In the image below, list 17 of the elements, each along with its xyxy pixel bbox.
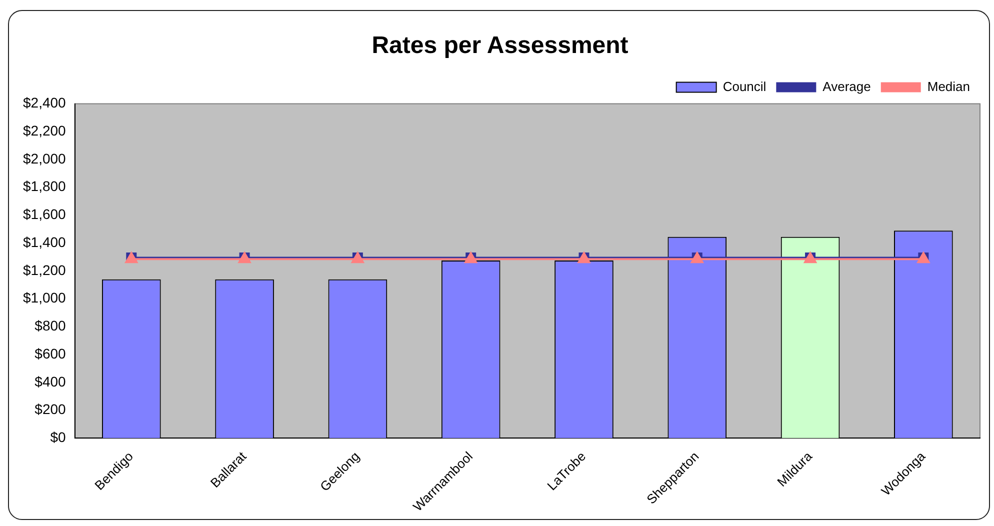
legend-label: Council <box>722 78 766 94</box>
y-tick-label: $600 <box>34 345 66 362</box>
legend-label: Average <box>822 78 871 94</box>
y-tick-label: $1,000 <box>22 290 66 306</box>
y-tick-label: $1,800 <box>22 178 66 194</box>
y-tick-label: $2,400 <box>22 94 66 111</box>
y-tick-label: $400 <box>34 373 66 390</box>
y-tick-label: $200 <box>34 401 66 418</box>
legend-label: Median <box>927 78 970 94</box>
y-tick-label: $2,000 <box>22 150 66 166</box>
chart-title: Rates per Assessment <box>372 32 628 60</box>
y-tick-label: $1,600 <box>22 206 66 222</box>
y-tick-label: $800 <box>34 318 66 334</box>
y-tick-label: $1,400 <box>22 234 66 250</box>
y-tick-label: $0 <box>50 428 66 445</box>
y-tick-label: $1,200 <box>22 262 66 278</box>
y-tick-label: $2,200 <box>22 122 66 139</box>
